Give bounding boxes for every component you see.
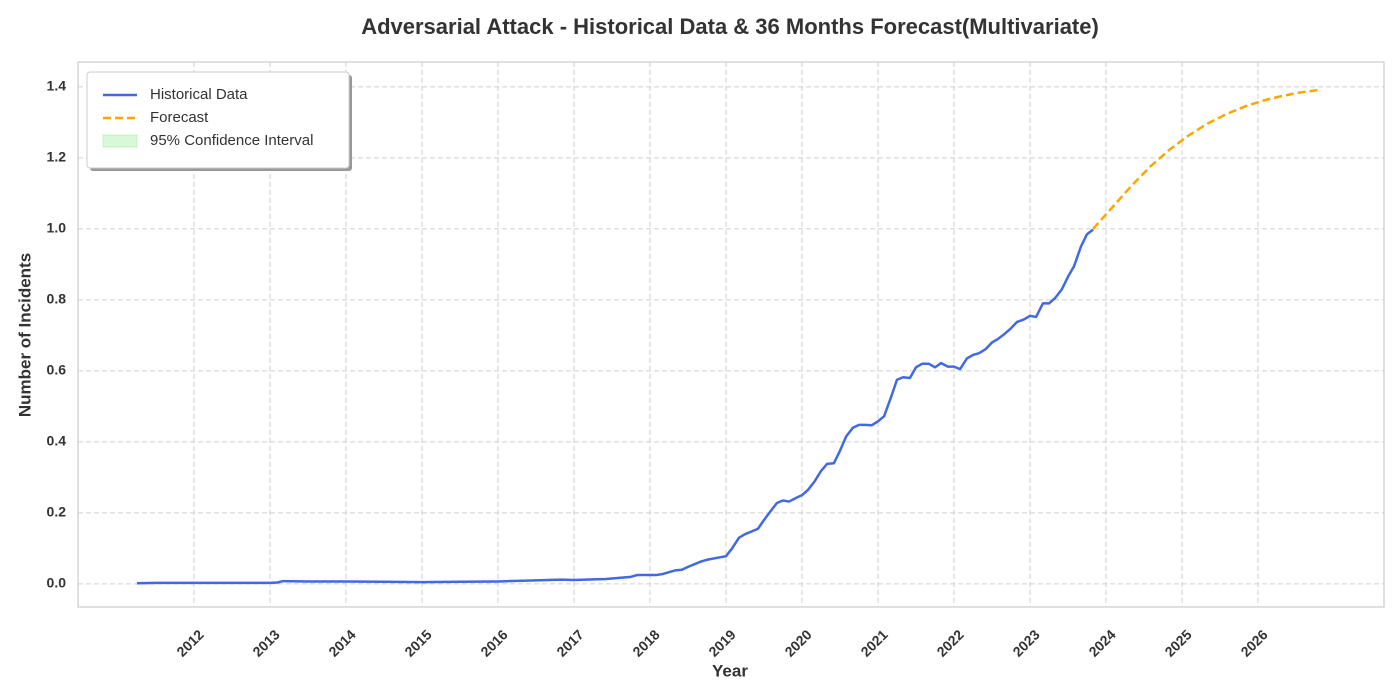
y-tick-label: 0.0 — [47, 575, 67, 591]
y-axis-label: Number of Incidents — [15, 253, 34, 417]
legend-label: Forecast — [150, 109, 209, 126]
y-tick-label: 1.0 — [47, 220, 67, 236]
chart-title: Adversarial Attack - Historical Data & 3… — [361, 14, 1099, 39]
y-tick-label: 0.4 — [47, 433, 67, 449]
legend-label: Historical Data — [150, 86, 248, 103]
legend-box — [86, 71, 350, 169]
plot-frame — [77, 61, 1385, 608]
legend-swatch — [102, 134, 138, 148]
y-tick-label: 1.2 — [47, 149, 67, 165]
legend-label: 95% Confidence Interval — [150, 132, 313, 149]
y-tick-label: 0.2 — [47, 504, 67, 520]
y-tick-label: 0.8 — [47, 291, 67, 307]
y-tick-label: 0.6 — [47, 362, 67, 378]
x-axis-label: Year — [712, 661, 748, 680]
series-line — [136, 228, 1094, 585]
legend: Historical Data Forecast 95% Confidence In… — [86, 71, 352, 171]
y-tick-label: 1.4 — [47, 78, 67, 94]
